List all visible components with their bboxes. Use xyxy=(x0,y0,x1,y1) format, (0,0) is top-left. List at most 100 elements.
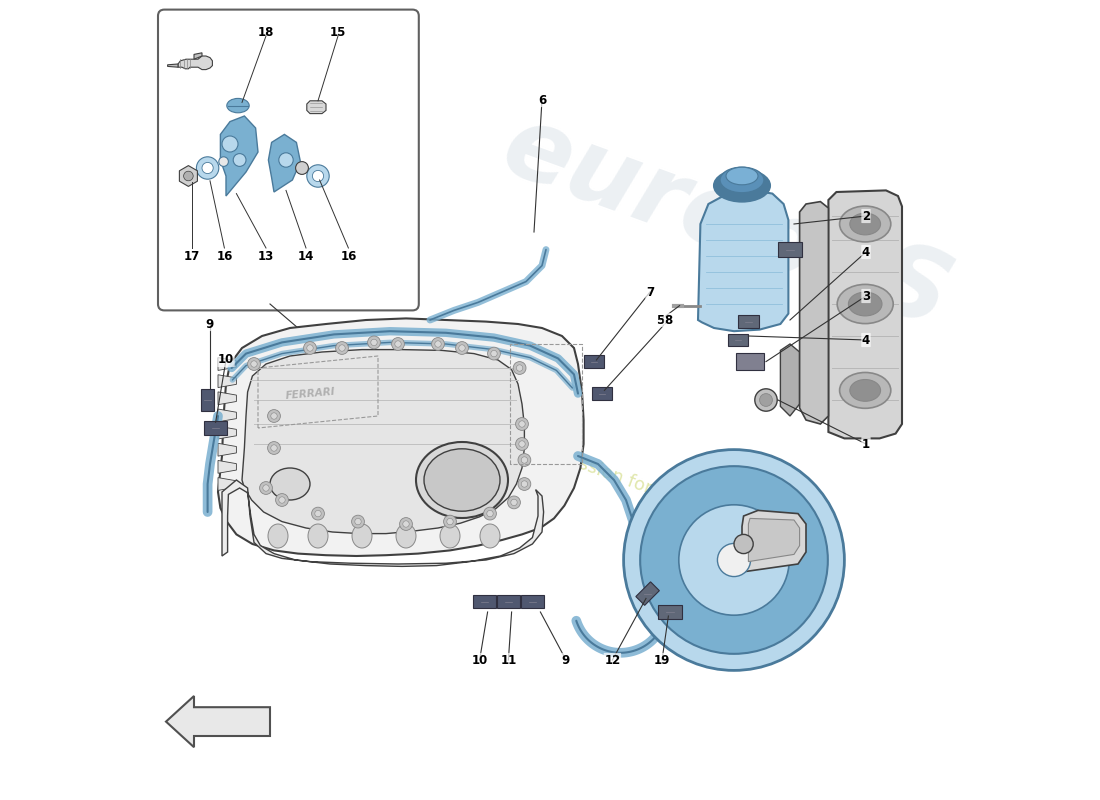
Circle shape xyxy=(233,154,246,166)
Text: 7: 7 xyxy=(646,286,654,298)
Ellipse shape xyxy=(440,524,460,548)
Circle shape xyxy=(278,153,294,167)
Polygon shape xyxy=(201,389,214,411)
Polygon shape xyxy=(218,374,236,387)
Circle shape xyxy=(336,342,349,354)
Circle shape xyxy=(267,442,280,454)
Circle shape xyxy=(392,338,405,350)
Text: 4: 4 xyxy=(862,246,870,258)
Ellipse shape xyxy=(424,449,500,511)
Text: 10: 10 xyxy=(218,354,234,366)
Text: 4: 4 xyxy=(862,334,870,346)
Circle shape xyxy=(519,441,525,447)
Text: 13: 13 xyxy=(257,250,274,262)
Circle shape xyxy=(760,394,772,406)
Ellipse shape xyxy=(837,284,893,323)
Polygon shape xyxy=(205,422,227,434)
Circle shape xyxy=(276,494,288,506)
Ellipse shape xyxy=(714,170,770,202)
Ellipse shape xyxy=(227,98,250,113)
Circle shape xyxy=(734,534,754,554)
Circle shape xyxy=(518,478,531,490)
Ellipse shape xyxy=(726,167,758,185)
Text: a passion for parts since 1985: a passion for parts since 1985 xyxy=(539,441,801,551)
Circle shape xyxy=(507,496,520,509)
Circle shape xyxy=(455,342,469,354)
Ellipse shape xyxy=(480,524,501,548)
Circle shape xyxy=(371,339,377,346)
Polygon shape xyxy=(800,202,828,424)
Text: 2: 2 xyxy=(862,210,870,222)
Ellipse shape xyxy=(839,373,891,408)
Polygon shape xyxy=(218,478,236,490)
Circle shape xyxy=(271,413,277,419)
FancyBboxPatch shape xyxy=(158,10,419,310)
Text: 11: 11 xyxy=(500,654,517,666)
Circle shape xyxy=(514,362,526,374)
Text: FERRARI: FERRARI xyxy=(285,386,336,401)
Polygon shape xyxy=(178,56,212,70)
Polygon shape xyxy=(218,426,236,439)
Circle shape xyxy=(260,482,273,494)
Circle shape xyxy=(278,497,285,503)
Circle shape xyxy=(510,499,517,506)
Polygon shape xyxy=(828,190,902,438)
Ellipse shape xyxy=(850,213,881,235)
Circle shape xyxy=(516,365,522,371)
Circle shape xyxy=(434,341,441,347)
Polygon shape xyxy=(780,344,800,416)
Circle shape xyxy=(248,358,261,370)
Text: 15: 15 xyxy=(330,26,346,38)
Polygon shape xyxy=(742,510,806,572)
Ellipse shape xyxy=(396,524,416,548)
Circle shape xyxy=(487,347,500,360)
Polygon shape xyxy=(736,353,764,370)
Circle shape xyxy=(519,421,525,427)
Circle shape xyxy=(304,342,317,354)
Circle shape xyxy=(222,136,238,152)
Text: 18: 18 xyxy=(257,26,274,38)
Text: 9: 9 xyxy=(562,654,570,666)
Circle shape xyxy=(521,481,528,487)
Polygon shape xyxy=(242,350,525,534)
Circle shape xyxy=(491,350,497,357)
Text: 9: 9 xyxy=(206,318,214,330)
Text: 14: 14 xyxy=(298,250,315,262)
Polygon shape xyxy=(307,101,326,114)
Polygon shape xyxy=(497,595,519,608)
Circle shape xyxy=(311,507,324,520)
Polygon shape xyxy=(636,582,659,606)
Polygon shape xyxy=(738,315,759,328)
Polygon shape xyxy=(179,166,197,186)
Circle shape xyxy=(315,510,321,517)
Text: 5: 5 xyxy=(657,314,664,326)
Polygon shape xyxy=(584,355,604,368)
Ellipse shape xyxy=(270,468,310,500)
Circle shape xyxy=(312,170,323,182)
Text: 6: 6 xyxy=(538,94,546,106)
Circle shape xyxy=(403,521,409,527)
Ellipse shape xyxy=(352,524,372,548)
Polygon shape xyxy=(218,358,236,370)
Polygon shape xyxy=(220,116,258,196)
Text: 3: 3 xyxy=(862,290,870,302)
Ellipse shape xyxy=(416,442,508,518)
Text: 1: 1 xyxy=(862,438,870,450)
Circle shape xyxy=(521,457,528,463)
Circle shape xyxy=(271,445,277,451)
Text: 19: 19 xyxy=(653,654,670,666)
Circle shape xyxy=(197,157,219,179)
Circle shape xyxy=(640,466,828,654)
Polygon shape xyxy=(658,605,682,619)
Polygon shape xyxy=(473,595,496,608)
Ellipse shape xyxy=(308,524,328,548)
Circle shape xyxy=(431,338,444,350)
Polygon shape xyxy=(218,443,236,456)
Circle shape xyxy=(459,345,465,351)
Text: 10: 10 xyxy=(472,654,487,666)
Circle shape xyxy=(447,518,453,525)
Polygon shape xyxy=(218,318,584,556)
Circle shape xyxy=(487,510,493,517)
Circle shape xyxy=(624,450,845,670)
Circle shape xyxy=(755,389,778,411)
